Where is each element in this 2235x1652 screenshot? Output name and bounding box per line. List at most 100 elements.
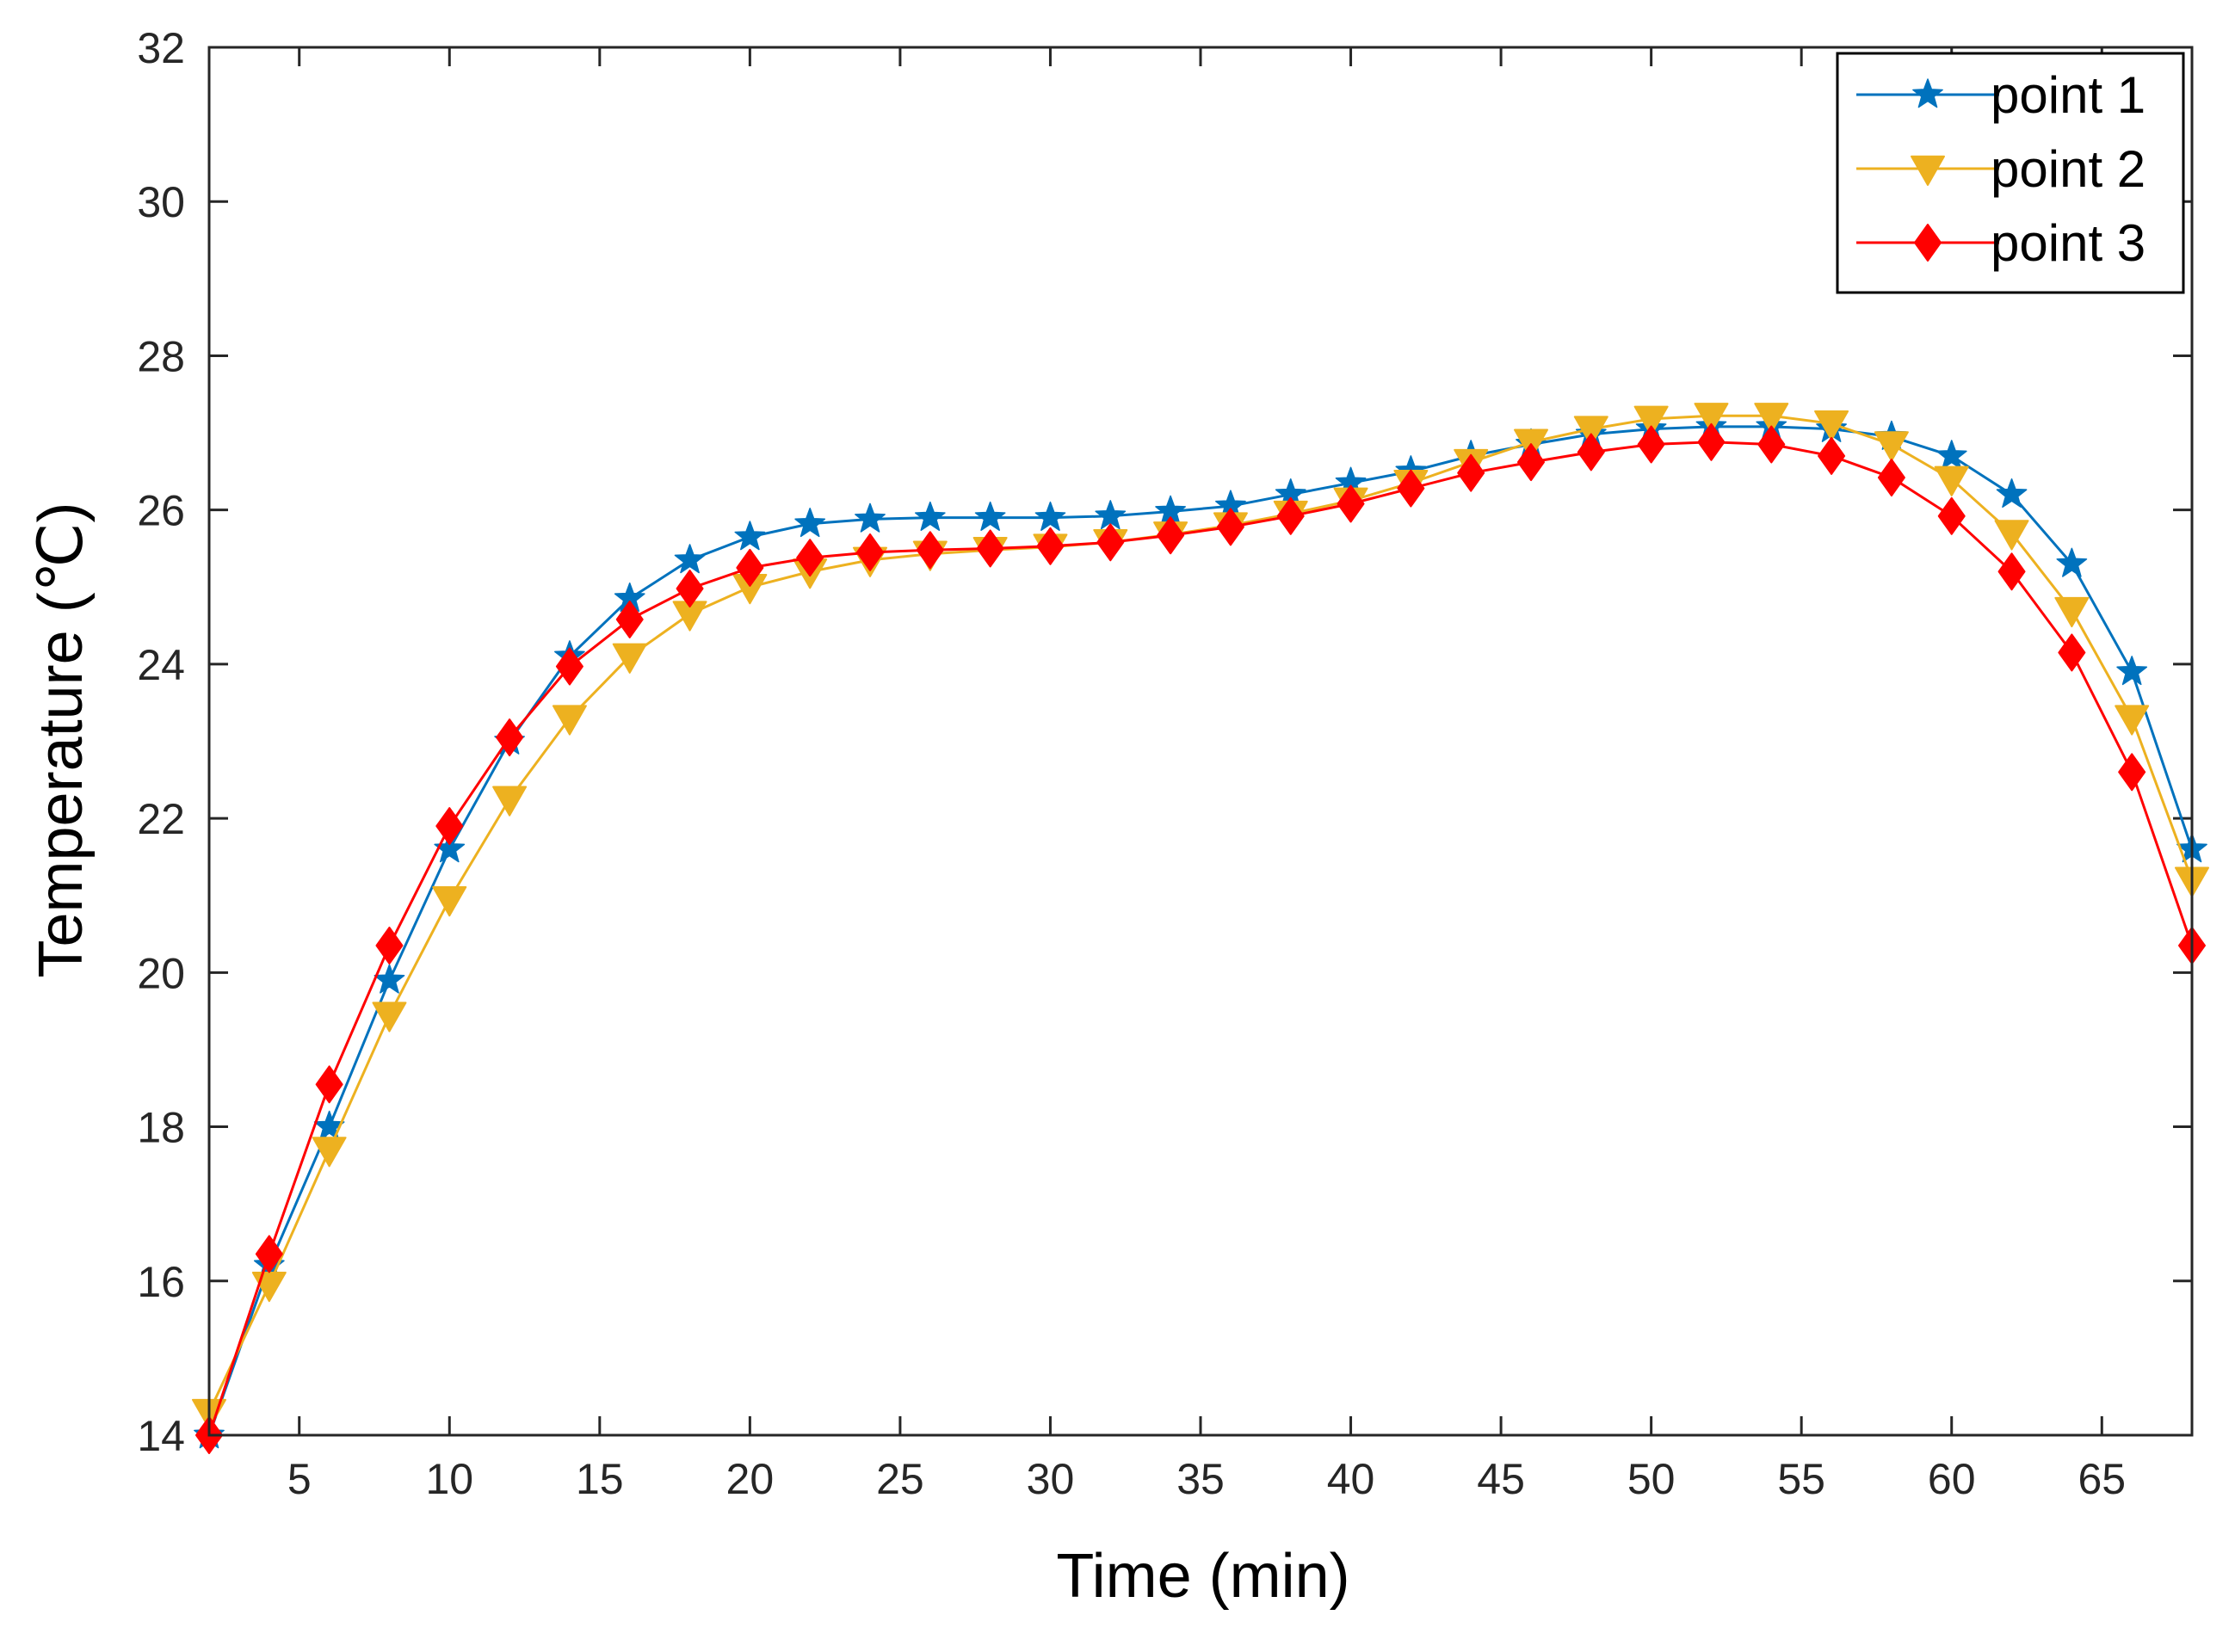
- data-point-point-2: [1814, 410, 1849, 441]
- tick-labels: 5 10 15 20 25 30 35 40 45 50 55 60 65 14 16 18 20 22 24 26 2…: [137, 24, 2126, 1503]
- series-line-point-3: [207, 441, 2194, 1436]
- data-point-point-2: [1633, 405, 1669, 436]
- data-point-point-3: [1577, 433, 1605, 472]
- data-point-point-3: [1276, 496, 1305, 535]
- data-point-point-3: [976, 529, 1004, 568]
- y-tick-label: 30: [137, 178, 185, 226]
- data-point-point-3: [1036, 527, 1065, 565]
- data-point-point-3: [736, 548, 764, 587]
- data-point-point-1: [374, 964, 405, 994]
- data-point-point-1: [1034, 501, 1066, 531]
- data-point-point-3: [1517, 443, 1545, 482]
- data-point-point-2: [612, 643, 647, 674]
- legend-label-point-3: point 3: [1991, 214, 2145, 272]
- x-tick-label: 30: [1027, 1455, 1075, 1503]
- legend: point 1 point 2 point 3: [1836, 52, 2185, 294]
- data-point-point-2: [1694, 403, 1729, 434]
- data-point-point-3: [435, 807, 464, 846]
- axes-box: [207, 46, 2194, 1437]
- x-tick-label: 65: [2078, 1455, 2126, 1503]
- y-tick-label: 16: [137, 1258, 185, 1306]
- data-point-point-2: [1934, 465, 1969, 496]
- y-axis-title: Temperature (℃): [27, 502, 96, 977]
- data-point-point-1: [794, 508, 826, 538]
- legend-label-point-1: point 1: [1991, 66, 2145, 124]
- x-tick-label: 50: [1627, 1455, 1676, 1503]
- data-point-point-3: [255, 1235, 283, 1273]
- series-layer: [192, 403, 2209, 1454]
- series-point-3: [195, 422, 2206, 1454]
- x-tick-label: 55: [1777, 1455, 1825, 1503]
- data-point-point-3: [1997, 552, 2026, 591]
- data-point-point-2: [1754, 403, 1789, 434]
- data-point-point-2: [552, 705, 587, 736]
- data-point-point-2: [492, 786, 528, 817]
- data-point-point-3: [1757, 425, 1786, 464]
- data-point-point-2: [372, 1002, 407, 1032]
- x-tick-label: 15: [576, 1455, 624, 1503]
- y-tick-label: 32: [137, 24, 185, 72]
- data-point-point-3: [1697, 422, 1726, 461]
- data-point-point-3: [315, 1065, 343, 1104]
- data-point-point-1: [734, 521, 766, 551]
- data-point-point-3: [615, 600, 644, 638]
- data-point-point-3: [916, 531, 944, 570]
- data-point-point-3: [1337, 484, 1365, 523]
- data-point-point-1: [855, 502, 886, 533]
- y-tick-label: 22: [137, 795, 185, 843]
- x-tick-label: 40: [1327, 1455, 1375, 1503]
- data-point-point-2: [2115, 705, 2150, 736]
- data-point-point-1: [674, 544, 706, 574]
- legend-marker-point-1: [1912, 78, 1943, 108]
- x-tick-label: 25: [876, 1455, 924, 1503]
- data-point-point-1: [1936, 440, 1967, 470]
- data-point-point-2: [432, 885, 467, 917]
- data-point-point-3: [1157, 516, 1185, 555]
- x-tick-label: 5: [287, 1455, 312, 1503]
- legend-marker-point-3: [1914, 224, 1942, 262]
- x-tick-label: 45: [1477, 1455, 1525, 1503]
- data-point-point-3: [1457, 453, 1485, 492]
- data-point-point-3: [555, 647, 583, 686]
- y-tick-label: 26: [137, 487, 185, 535]
- data-point-point-3: [1818, 436, 1846, 475]
- data-point-point-2: [1573, 416, 1608, 447]
- y-tick-label: 24: [137, 641, 185, 689]
- data-point-point-2: [312, 1137, 347, 1168]
- x-tick-label: 20: [726, 1455, 775, 1503]
- data-point-point-1: [2116, 656, 2148, 686]
- data-point-point-3: [676, 570, 704, 608]
- data-point-point-3: [1877, 459, 1905, 497]
- data-point-point-3: [1937, 496, 1966, 535]
- data-point-point-3: [2118, 753, 2146, 792]
- data-point-point-3: [375, 926, 404, 965]
- data-point-point-3: [1096, 523, 1125, 562]
- data-point-point-1: [1095, 500, 1127, 530]
- data-point-point-3: [1637, 425, 1665, 464]
- x-tick-label: 35: [1176, 1455, 1225, 1503]
- data-point-point-3: [496, 718, 524, 757]
- legend-box: [1836, 52, 2185, 294]
- data-point-point-3: [796, 539, 824, 577]
- data-point-point-3: [856, 533, 884, 571]
- data-point-point-3: [1216, 508, 1244, 546]
- y-tick-label: 18: [137, 1104, 185, 1152]
- data-point-point-2: [2054, 596, 2090, 628]
- legend-label-point-2: point 2: [1991, 140, 2145, 198]
- data-point-point-2: [1994, 520, 2029, 551]
- data-point-point-1: [974, 501, 1006, 531]
- y-tick-label: 20: [137, 949, 185, 997]
- data-point-point-1: [1996, 478, 2028, 509]
- data-point-point-1: [914, 501, 946, 531]
- y-tick-label: 14: [137, 1412, 185, 1460]
- data-point-point-2: [1874, 431, 1909, 462]
- legend-marker-point-2: [1911, 155, 1945, 186]
- x-tick-label: 60: [1928, 1455, 1976, 1503]
- x-tick-label: 10: [425, 1455, 473, 1503]
- x-axis-title: Time (min): [1056, 1542, 1349, 1611]
- y-tick-label: 28: [137, 332, 185, 380]
- data-point-point-1: [2056, 547, 2088, 577]
- data-point-point-3: [2058, 633, 2086, 672]
- data-point-point-1: [434, 833, 466, 863]
